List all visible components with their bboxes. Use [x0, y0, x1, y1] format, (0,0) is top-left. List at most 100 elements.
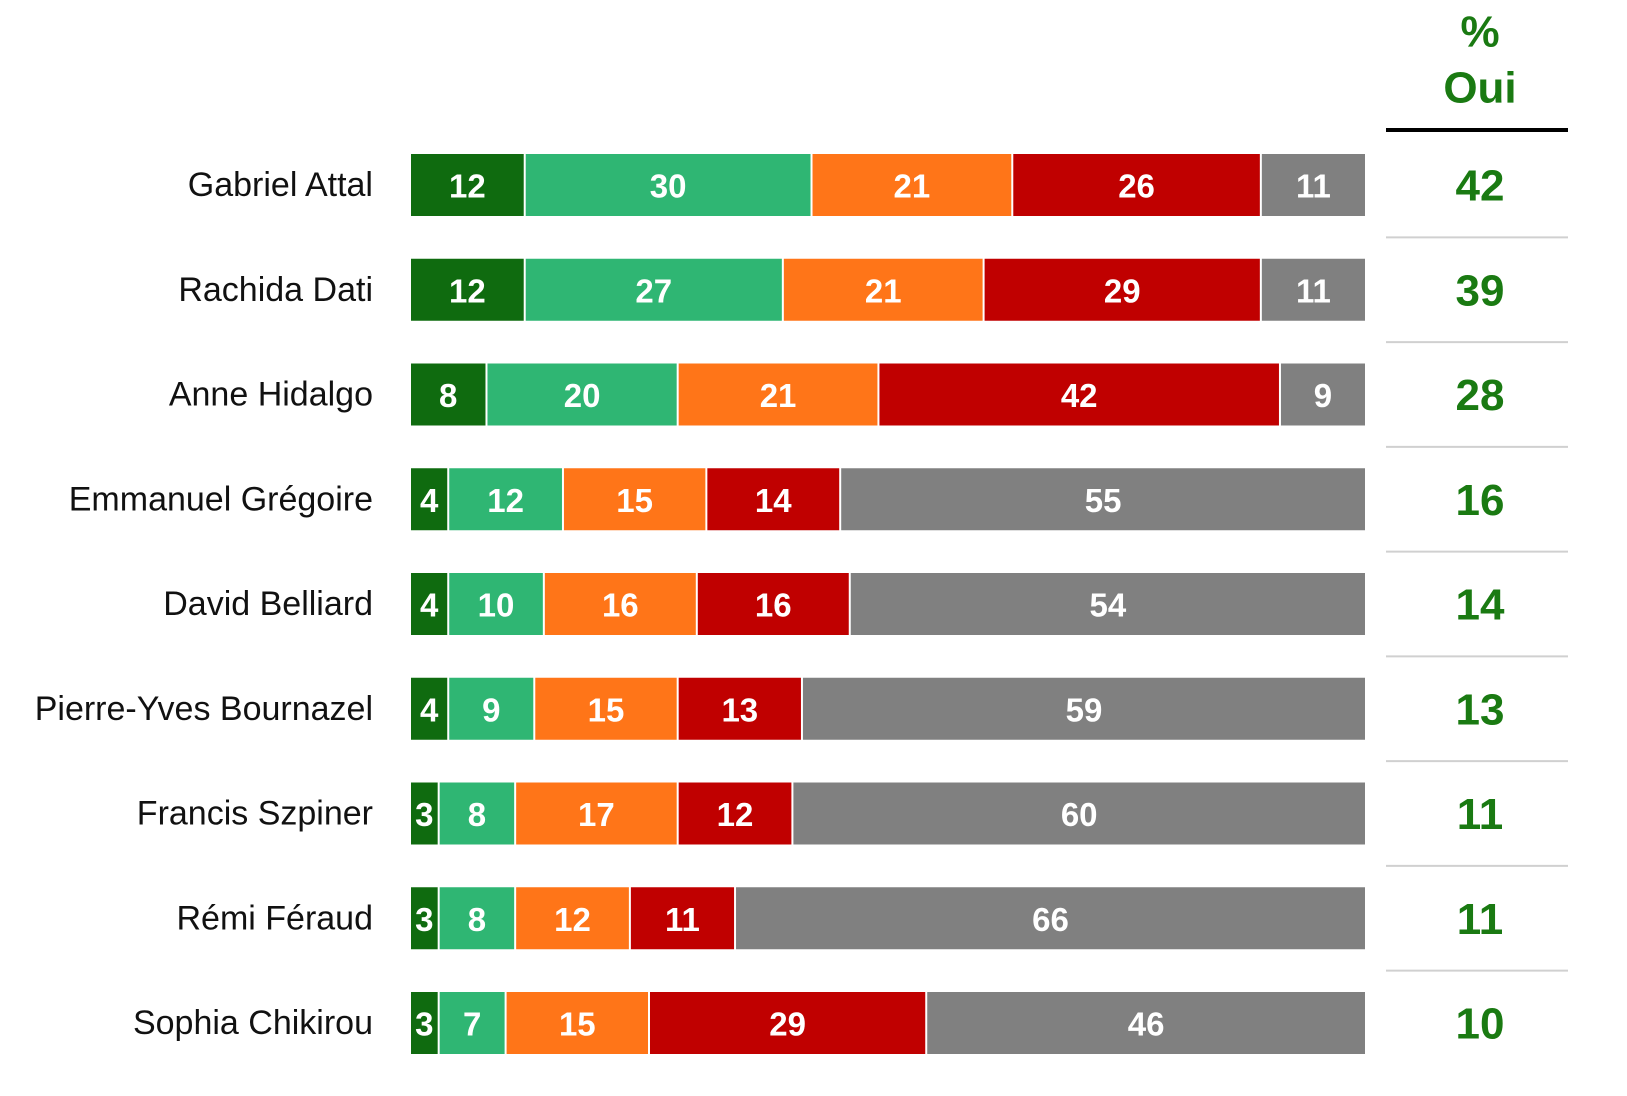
segment-label: 3 [415, 901, 433, 938]
bar-segment [411, 992, 438, 1054]
segment-label: 8 [439, 377, 457, 414]
segment-label: 15 [588, 691, 625, 728]
segment-label: 27 [635, 272, 672, 309]
segment-label: 12 [449, 168, 486, 205]
bar-segment [439, 887, 515, 950]
bar-segment [563, 468, 706, 531]
segment-label: 54 [1090, 587, 1127, 624]
category-label: Rémi Féraud [176, 899, 373, 937]
bar-segment [984, 258, 1260, 321]
segment-label: 12 [487, 482, 524, 519]
oui-value: 10 [1456, 1000, 1505, 1049]
segment-label: 60 [1061, 796, 1098, 833]
segment-label: 8 [468, 901, 486, 938]
bar-segment [487, 363, 677, 426]
bar-segment [802, 677, 1365, 740]
oui-value: 42 [1456, 162, 1505, 211]
bar-segment [707, 468, 840, 531]
oui-value: 28 [1456, 371, 1505, 420]
bar-segment [411, 887, 438, 950]
segment-label: 12 [717, 796, 754, 833]
bar-segment [535, 677, 677, 740]
segment-label: 4 [420, 691, 439, 728]
segment-label: 11 [1296, 168, 1331, 205]
segment-label: 46 [1128, 1006, 1165, 1043]
bar-segment [516, 782, 677, 845]
bar-segment [927, 992, 1365, 1054]
segment-label: 21 [865, 272, 902, 309]
bar-segment [850, 573, 1365, 635]
bar-segment [630, 887, 735, 950]
category-label: Anne Hidalgo [169, 376, 373, 414]
segment-label: 20 [564, 377, 601, 414]
bar-segment [411, 468, 448, 531]
segment-label: 42 [1061, 377, 1098, 414]
segment-label: 13 [721, 691, 758, 728]
bar-segment [525, 154, 811, 216]
bar-segment [697, 573, 849, 635]
bar-segment [1261, 258, 1365, 321]
segment-label: 29 [1104, 272, 1141, 309]
segment-label: 10 [478, 587, 515, 624]
segment-label: 4 [420, 587, 439, 624]
segment-label: 59 [1066, 691, 1103, 728]
segment-label: 15 [616, 482, 653, 519]
bar-segment [449, 677, 534, 740]
bar-segment [1261, 154, 1365, 216]
bar-segment [650, 992, 926, 1054]
oui-value: 11 [1457, 895, 1504, 944]
bar-segment [506, 992, 648, 1054]
category-label: Rachida Dati [178, 271, 373, 309]
bar-segment [1280, 363, 1365, 426]
bar-segment [411, 154, 524, 216]
segment-label: 21 [894, 168, 931, 205]
segment-label: 11 [1296, 272, 1331, 309]
segment-label: 15 [559, 1006, 596, 1043]
segment-label: 16 [602, 587, 639, 624]
oui-value: 16 [1456, 476, 1505, 525]
column-title: Oui [1443, 64, 1516, 113]
bar-segment [879, 363, 1279, 426]
bar-segment [411, 363, 486, 426]
segment-label: 3 [415, 1006, 433, 1043]
bar-segment [439, 782, 515, 845]
bar-segment [841, 468, 1365, 531]
category-label: David Belliard [163, 585, 373, 623]
category-label: Emmanuel Grégoire [69, 480, 373, 518]
segment-label: 12 [449, 272, 486, 309]
segment-label: 26 [1118, 168, 1155, 205]
segment-label: 3 [415, 796, 433, 833]
bar-segment [411, 677, 448, 740]
bar-segment [449, 468, 562, 531]
segment-label: 9 [1314, 377, 1332, 414]
segment-label: 8 [468, 796, 486, 833]
bar-segment [736, 887, 1365, 950]
bar-segment [411, 258, 524, 321]
oui-value: 39 [1456, 266, 1505, 315]
category-label: Gabriel Attal [188, 166, 373, 204]
bar-segment [678, 363, 878, 426]
bar-segment [411, 573, 448, 635]
segment-label: 14 [755, 482, 792, 519]
bar-segment [783, 258, 983, 321]
bar-segment [812, 154, 1012, 216]
oui-value: 11 [1457, 790, 1504, 839]
bar-segment [525, 258, 782, 321]
bar-segment [793, 782, 1365, 845]
segment-label: 11 [665, 901, 700, 938]
bar-segment [439, 992, 505, 1054]
bar-segment [411, 782, 438, 845]
segment-label: 9 [482, 691, 500, 728]
bar-segment [516, 887, 629, 950]
bar-segment [1013, 154, 1260, 216]
segment-label: 7 [463, 1006, 481, 1043]
oui-value: 13 [1456, 685, 1505, 734]
bar-segment [678, 677, 801, 740]
category-label: Pierre-Yves Bournazel [35, 690, 373, 728]
oui-value: 14 [1456, 581, 1505, 630]
bar-segment [544, 573, 696, 635]
segment-label: 4 [420, 482, 439, 519]
segment-label: 17 [578, 796, 615, 833]
